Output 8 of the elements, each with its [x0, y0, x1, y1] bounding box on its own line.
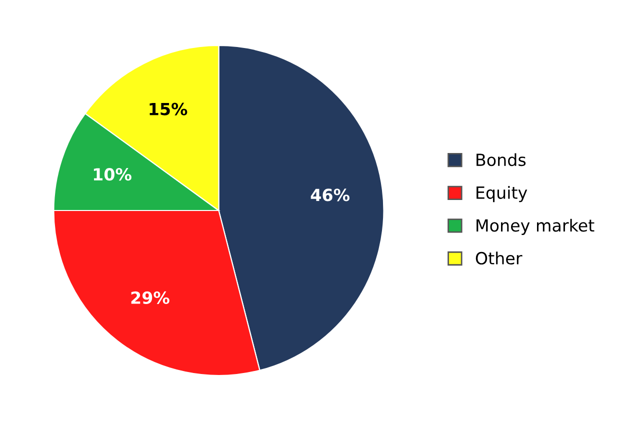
data-label: 29% [131, 291, 170, 304]
legend-label: Money market [476, 218, 594, 235]
data-label: 15% [150, 102, 188, 116]
data-label: 46% [310, 188, 350, 202]
legend-label: Other [476, 252, 522, 265]
data-label: 10% [94, 168, 132, 181]
legend-label: Bonds [476, 153, 526, 166]
legend-label: Equity [476, 186, 528, 202]
